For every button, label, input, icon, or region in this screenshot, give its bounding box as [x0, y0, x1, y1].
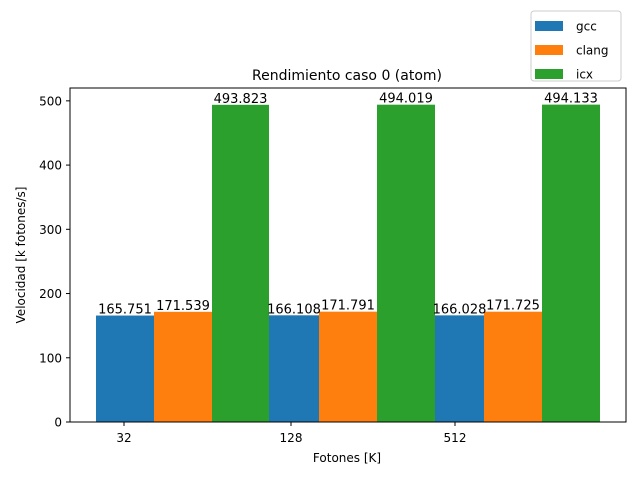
bar-value-label: 494.019 [379, 92, 433, 107]
bar-value-label: 493.823 [214, 92, 268, 107]
bar-value-label: 165.751 [98, 303, 152, 318]
legend-swatch-clang [535, 45, 563, 55]
x-axis: 32 128 512 [116, 422, 466, 445]
bar-value-label: 171.539 [156, 299, 210, 314]
bar-icx-512 [542, 104, 600, 423]
bar-clang-32 [154, 311, 212, 422]
y-axis-label: Velocidad [k fotones/s] [14, 187, 28, 324]
x-tick-label: 128 [280, 431, 303, 445]
y-tick-label: 100 [39, 351, 62, 365]
bar-clang-128 [319, 311, 377, 422]
bar-icx-32 [212, 104, 269, 422]
y-tick-label: 200 [39, 287, 62, 301]
bar-value-label: 171.725 [486, 299, 540, 314]
y-tick-label: 400 [39, 159, 62, 173]
bar-value-label: 166.108 [267, 302, 321, 317]
bar-gcc-512 [435, 315, 484, 422]
bar-labels-group: 165.751 166.108 166.028 171.539 171.791 171.7… [98, 92, 598, 318]
legend-swatch-icx [535, 69, 563, 79]
bar-icx-128 [377, 104, 435, 422]
bars-group [96, 104, 600, 423]
y-tick-label: 0 [54, 416, 62, 430]
x-axis-label: Fotones [K] [313, 451, 381, 465]
bar-value-label: 494.133 [544, 92, 598, 107]
legend-label-clang: clang [576, 44, 609, 58]
bar-value-label: 171.791 [321, 299, 375, 314]
x-tick-label: 32 [116, 431, 131, 445]
legend-label-icx: icx [576, 68, 593, 82]
bar-gcc-128 [269, 315, 319, 422]
bar-value-label: 166.028 [433, 302, 487, 317]
x-tick-label: 512 [444, 431, 467, 445]
y-axis: 0 100 200 300 400 500 [39, 94, 70, 430]
y-tick-label: 500 [39, 94, 62, 108]
chart-title: Rendimiento caso 0 (atom) [252, 68, 442, 84]
plot-frame [69, 87, 627, 423]
legend: gcc clang icx [530, 10, 622, 82]
y-tick-label: 300 [39, 223, 62, 237]
legend-label-gcc: gcc [576, 20, 597, 34]
legend-swatch-gcc [535, 21, 563, 31]
bar-clang-512 [484, 311, 542, 422]
bar-gcc-32 [96, 315, 154, 422]
